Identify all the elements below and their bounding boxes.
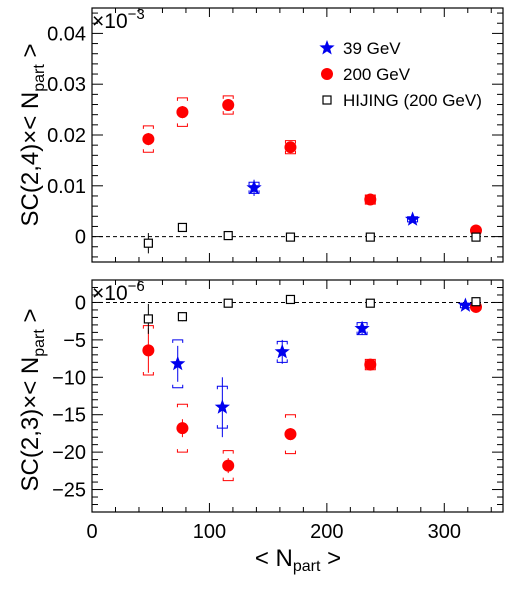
systematic-bracket — [142, 125, 154, 153]
legend-marker — [319, 40, 335, 55]
data-point — [223, 230, 233, 241]
multiplier-base: ×10 — [92, 10, 128, 33]
legend: 39 GeV 200 GeV HIJING (200 GeV) — [319, 39, 482, 110]
y-tick-label: −15 — [52, 405, 86, 427]
x-tick-label: 0 — [86, 521, 97, 543]
x-axis-label-main: < N — [255, 545, 293, 572]
y-axis-label-end: > — [17, 309, 44, 330]
y-axis-label: SC(2,3)×< Npart > — [17, 309, 48, 492]
legend-marker — [321, 68, 333, 80]
data-point — [176, 422, 189, 435]
data-point — [364, 358, 377, 371]
y-tick-label: 0.04 — [47, 23, 86, 45]
data-point — [354, 320, 370, 336]
data-point — [284, 141, 297, 154]
data-point — [214, 399, 230, 414]
y-axis-label-end: > — [17, 44, 44, 65]
plot-frame — [91, 7, 504, 263]
y-axis-label-main: SC(2,3)×< N — [17, 357, 44, 492]
data-point — [143, 238, 153, 248]
y-axis-label-main: SC(2,4)×< N — [17, 92, 44, 227]
y-axis-label-subscript: part — [31, 329, 48, 357]
multiplier-base: ×10 — [92, 282, 128, 305]
y-tick-label: 0 — [75, 292, 86, 314]
y-multiplier-label: ×10−6 — [92, 278, 145, 305]
data-point — [284, 428, 297, 441]
data-point — [471, 297, 481, 307]
x-axis-label-subscript: part — [293, 558, 321, 575]
legend-label: HIJING (200 GeV) — [343, 91, 482, 110]
bottom-panel: 0 100 200 300 0 −5 −10 −15 −20 −25 ×10−6 SC(2,3)×< … — [17, 278, 504, 543]
x-tick-label: 200 — [310, 521, 343, 543]
series-circle — [142, 95, 482, 237]
series-circle — [142, 300, 482, 482]
plot-frame — [91, 279, 504, 513]
data-point — [143, 314, 153, 324]
data-point — [274, 343, 290, 359]
data-point — [177, 222, 188, 233]
data-point — [285, 232, 296, 242]
series-star — [246, 179, 421, 226]
x-axis-label-end: > — [320, 545, 341, 572]
data-point — [404, 211, 421, 226]
y-tick-label: 0.01 — [47, 176, 86, 198]
y-tick-label: 0.03 — [47, 74, 86, 96]
data-point — [176, 106, 189, 119]
legend-label: 39 GeV — [343, 39, 401, 58]
data-point — [142, 133, 155, 146]
systematic-bracket — [172, 339, 184, 389]
data-point — [365, 298, 375, 308]
data-point — [471, 232, 481, 242]
data-point — [285, 294, 296, 305]
series-open-square — [143, 294, 481, 334]
systematic-bracket — [284, 414, 296, 455]
data-point — [364, 193, 377, 206]
multiplier-exponent: −3 — [128, 6, 145, 23]
legend-label: 200 GeV — [343, 65, 411, 84]
y-tick-label: −25 — [52, 480, 86, 502]
data-point — [142, 344, 155, 357]
y-axis-label: SC(2,4)×< Npart > — [17, 44, 48, 227]
data-point — [177, 312, 188, 322]
systematic-bracket — [284, 140, 296, 155]
data-point — [246, 179, 262, 195]
data-point — [365, 232, 375, 242]
series-open-square — [143, 222, 481, 254]
y-tick-label: 0 — [75, 227, 86, 249]
series-star — [170, 297, 474, 438]
systematic-bracket — [222, 95, 234, 115]
systematic-bracket — [222, 450, 234, 482]
y-tick-label: −20 — [52, 442, 86, 464]
legend-marker — [322, 95, 332, 105]
systematic-bracket — [176, 403, 188, 453]
y-tick-label: −10 — [52, 367, 86, 389]
systematic-bracket — [216, 385, 228, 429]
x-tick-label: 300 — [428, 521, 461, 543]
y-axis-label-subscript: part — [31, 64, 48, 92]
y-tick-label: 0.02 — [47, 125, 86, 147]
data-point — [457, 297, 474, 312]
x-tick-label: 100 — [193, 521, 226, 543]
multiplier-exponent: −6 — [128, 278, 145, 295]
systematic-bracket — [176, 97, 188, 127]
systematic-bracket — [276, 340, 288, 363]
top-panel: 00.010.020.030.04×10−3SC(2,4)×< Npart >3… — [17, 6, 504, 263]
data-point — [222, 459, 235, 472]
y-multiplier-label: ×10−3 — [92, 6, 145, 33]
y-tick-label: −5 — [63, 330, 86, 352]
data-point — [170, 355, 186, 371]
data-point — [222, 99, 235, 112]
x-axis-label: < Npart > — [255, 545, 341, 575]
data-point — [223, 298, 233, 308]
